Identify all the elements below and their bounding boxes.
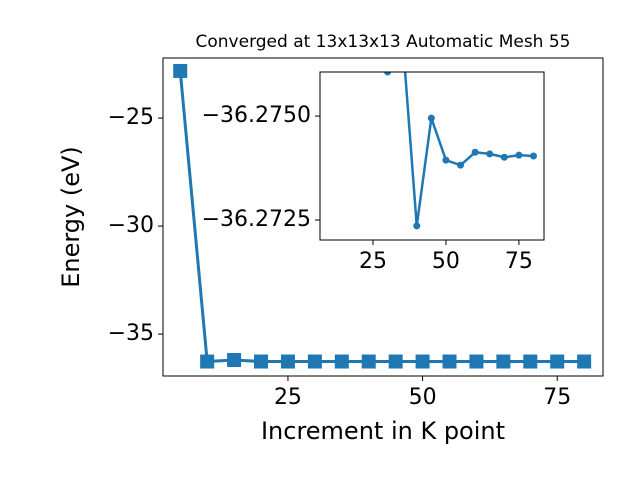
data-point	[307, 354, 322, 369]
y-tick-label: −25	[108, 105, 154, 130]
data-point	[254, 354, 269, 369]
data-point	[577, 354, 592, 369]
x-tick-label: 50	[409, 385, 437, 410]
y-tick-label: −35	[108, 321, 154, 346]
data-point	[413, 222, 421, 230]
x-tick-label: 75	[543, 385, 571, 410]
data-point	[442, 354, 457, 369]
data-point	[500, 153, 508, 161]
plot-frame	[162, 57, 604, 377]
x-tick-label: 50	[432, 249, 460, 274]
data-point	[415, 354, 430, 369]
x-tick-label: 75	[505, 249, 533, 274]
data-point	[388, 354, 403, 369]
data-point	[523, 354, 538, 369]
data-line	[178, 70, 585, 364]
y-tick-label: −36.2725	[202, 207, 311, 232]
data-point	[486, 150, 494, 158]
data-point	[550, 354, 565, 369]
data-point	[384, 72, 392, 76]
x-axis-label: Increment in K point	[261, 417, 505, 445]
x-tick-label: 25	[359, 249, 387, 274]
data-point	[515, 151, 523, 159]
plot-group	[173, 63, 592, 369]
x-tick-label: 25	[274, 385, 302, 410]
data-point	[361, 354, 376, 369]
data-point	[227, 353, 242, 368]
data-point	[280, 354, 295, 369]
plot-group	[384, 72, 537, 230]
chart-title: Converged at 13x13x13 Automatic Mesh 55	[196, 32, 571, 52]
y-axis-label: Energy (eV)	[57, 146, 85, 288]
data-point	[529, 152, 537, 160]
data-point	[457, 161, 465, 169]
data-point	[173, 63, 188, 78]
data-point	[471, 148, 479, 156]
y-tick-label: −36.2750	[202, 103, 311, 128]
data-point	[469, 354, 484, 369]
y-tick-label: −30	[108, 213, 154, 238]
plot-frame	[319, 71, 545, 241]
data-point	[442, 156, 450, 164]
data-point	[496, 354, 511, 369]
data-point	[334, 354, 349, 369]
data-point	[427, 114, 435, 122]
data-point	[200, 354, 215, 369]
